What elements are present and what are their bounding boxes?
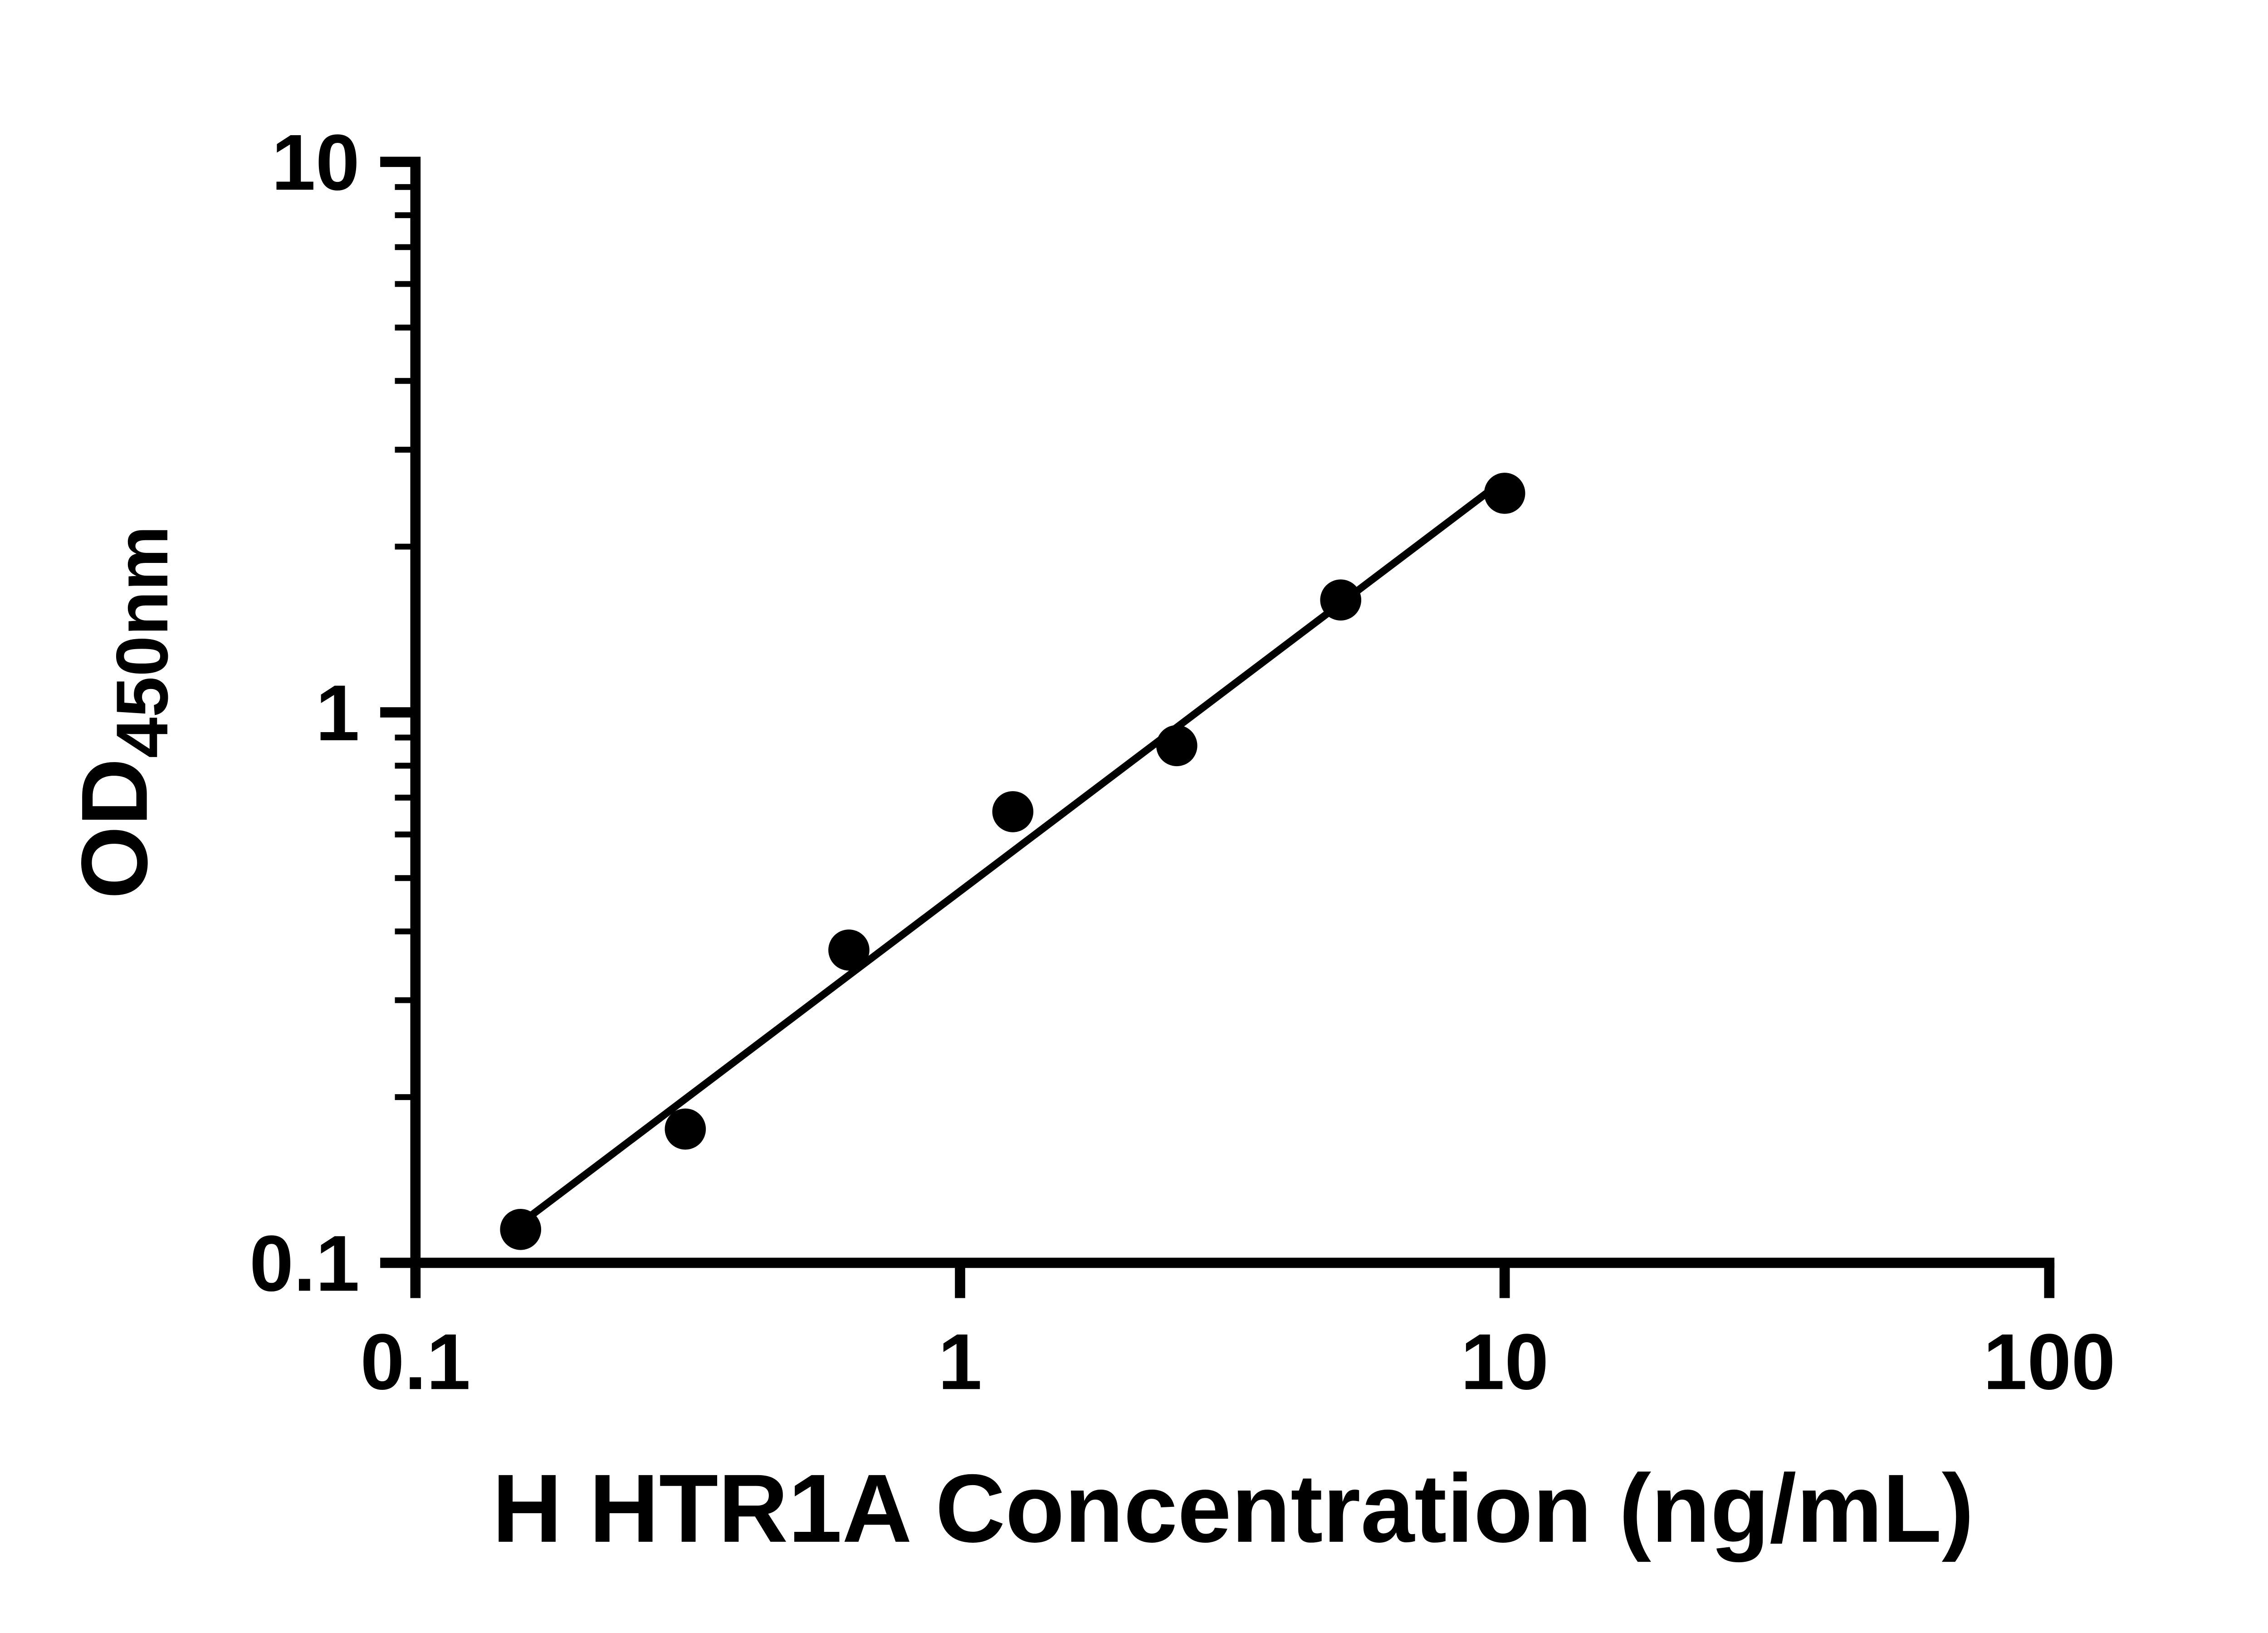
x-tick-label: 1 <box>938 1318 982 1406</box>
axes <box>410 156 2055 1268</box>
x-tick-label: 10 <box>1461 1318 1549 1406</box>
x-tick-label: 0.1 <box>360 1318 470 1406</box>
y-axis-title-main: OD <box>62 758 167 899</box>
data-point <box>1484 472 1525 514</box>
data-point <box>828 929 870 971</box>
y-tick-label: 1 <box>316 669 360 758</box>
y-tick-label: 0.1 <box>249 1219 360 1308</box>
data-points <box>500 472 1525 1250</box>
y-axis-title-subscript: 450nm <box>102 526 183 758</box>
data-point <box>1320 579 1362 621</box>
tick-labels: 0.1 1 10 0.1 1 10 100 <box>249 118 2116 1406</box>
data-point <box>1156 725 1198 766</box>
y-axis-title: OD450nm <box>62 526 183 899</box>
standard-curve-chart: H HTR1A Concentration (ng/mL) OD450nm 0.… <box>0 7 2268 1626</box>
x-axis-title: H HTR1A Concentration (ng/mL) <box>492 1455 1974 1563</box>
ticks <box>380 156 2055 1298</box>
data-point <box>665 1108 706 1150</box>
data-point <box>992 791 1034 832</box>
x-tick-label: 100 <box>1983 1318 2116 1406</box>
data-point <box>500 1208 542 1250</box>
y-tick-label: 10 <box>271 118 359 207</box>
